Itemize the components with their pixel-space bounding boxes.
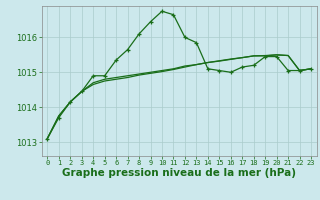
X-axis label: Graphe pression niveau de la mer (hPa): Graphe pression niveau de la mer (hPa) <box>62 168 296 178</box>
